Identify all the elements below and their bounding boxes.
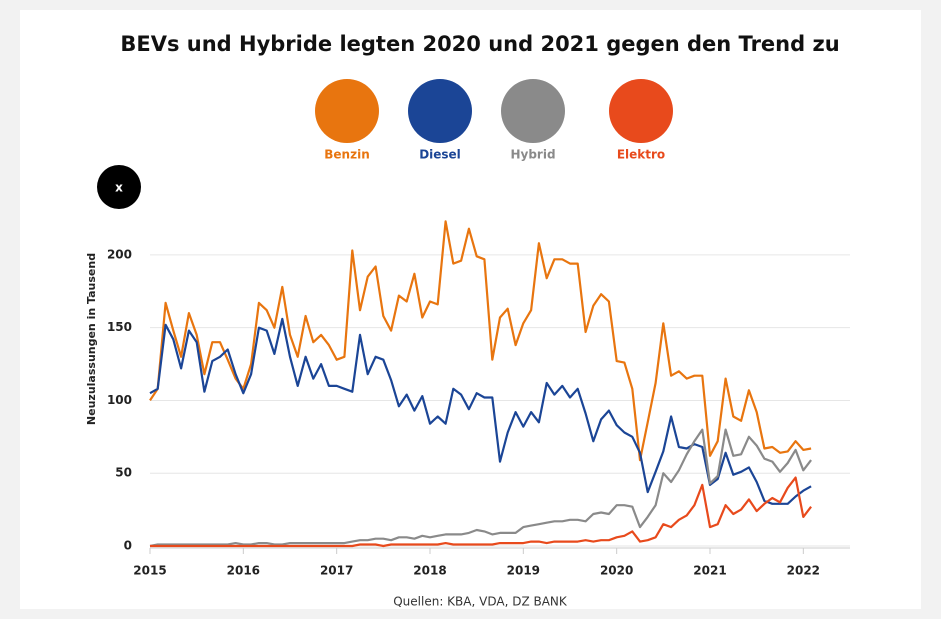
series-line — [149, 220, 812, 462]
legend-swatch[interactable] — [609, 79, 673, 143]
series-line — [149, 317, 812, 505]
legend-label[interactable]: Elektro — [617, 148, 665, 162]
x-tick-label: 2020 — [600, 564, 633, 578]
y-tick-label: 100 — [107, 393, 132, 407]
x-tick-label: 2019 — [507, 564, 540, 578]
y-tick-label: 200 — [107, 247, 132, 261]
x-tick-label: 2021 — [693, 564, 726, 578]
legend-item[interactable]: Hybrid — [501, 79, 565, 162]
close-button[interactable]: x — [97, 165, 141, 209]
source: Quellen: KBA, VDA, DZ BANK — [393, 595, 568, 609]
legend-label[interactable]: Diesel — [419, 148, 461, 162]
y-axis-label: Neuzulassungen in Tausend — [85, 253, 98, 425]
chart-title: BEVs und Hybride legten 2020 und 2021 ge… — [120, 32, 839, 56]
legend-item[interactable]: Benzin — [315, 79, 379, 162]
legend-item[interactable]: Diesel — [408, 79, 472, 162]
legend-item[interactable]: Elektro — [609, 79, 673, 162]
legend-label[interactable]: Benzin — [324, 148, 369, 162]
legend-swatch[interactable] — [408, 79, 472, 143]
y-tick-label: 0 — [124, 539, 132, 553]
x-tick-label: 2018 — [413, 564, 446, 578]
close-button-label[interactable]: x — [115, 181, 123, 195]
x-tick-label: 2016 — [227, 564, 260, 578]
y-tick-label: 50 — [115, 466, 132, 480]
legend-swatch[interactable] — [501, 79, 565, 143]
close-button-circle[interactable] — [97, 165, 141, 209]
series-line — [149, 428, 812, 548]
x-tick-label: 2022 — [787, 564, 820, 578]
y-tick-label: 150 — [107, 320, 132, 334]
x-tick-label: 2017 — [320, 564, 353, 578]
series-line — [150, 476, 812, 548]
legend-label[interactable]: Hybrid — [510, 148, 555, 162]
x-tick-label: 2015 — [133, 564, 166, 578]
legend-swatch[interactable] — [315, 79, 379, 143]
